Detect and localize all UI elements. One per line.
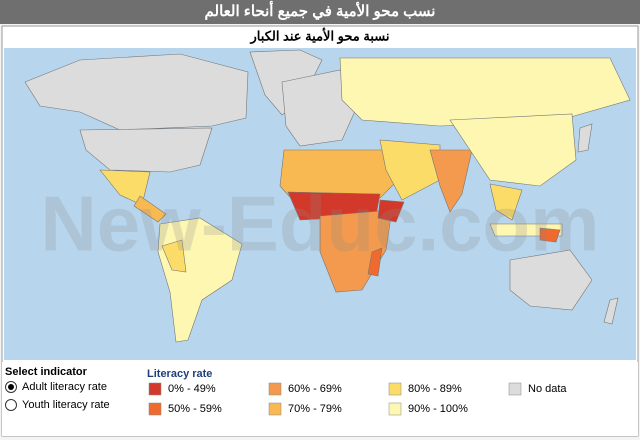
legend-swatch xyxy=(388,382,402,396)
radio-option[interactable]: Adult literacy rate xyxy=(5,381,107,393)
radio-option[interactable]: Youth literacy rate xyxy=(5,399,110,411)
south-asia xyxy=(429,149,473,213)
ethiopia xyxy=(377,199,405,223)
header-title: نسب محو الأمية في جميع أنحاء العالم xyxy=(205,0,436,21)
legend-label: 70% - 79% xyxy=(288,403,342,415)
continents xyxy=(24,49,631,343)
header-bar xyxy=(0,0,640,24)
papua xyxy=(539,227,561,243)
legend-label: 60% - 69% xyxy=(288,383,342,395)
legend-swatch xyxy=(388,402,402,416)
watermark: New-Educ.com xyxy=(40,180,599,268)
australia xyxy=(509,249,593,311)
indicator-label: Select indicator xyxy=(5,366,88,378)
east-asia xyxy=(449,113,577,187)
legend-label: 0% - 49% xyxy=(168,383,216,395)
usa xyxy=(79,127,213,173)
radio-label[interactable]: Youth literacy rate xyxy=(22,399,110,411)
legend-label: 80% - 89% xyxy=(408,383,462,395)
legend-swatch xyxy=(268,382,282,396)
legend-swatch xyxy=(148,382,162,396)
legend-title: Literacy rate xyxy=(147,368,212,380)
andes xyxy=(161,239,187,273)
legend-label: 90% - 100% xyxy=(408,403,468,415)
legend-swatch xyxy=(148,402,162,416)
madagascar xyxy=(367,247,383,277)
legend-swatch xyxy=(508,382,522,396)
new-zealand xyxy=(603,297,619,325)
control-panel xyxy=(2,362,638,436)
legend-label: 50% - 59% xyxy=(168,403,222,415)
europe xyxy=(281,69,361,147)
radio-label[interactable]: Adult literacy rate xyxy=(22,381,107,393)
canada xyxy=(24,53,249,131)
legend: 0% - 49% 50% - 59% 60% - 69% 70% - 79% 80% -… xyxy=(148,382,567,416)
radio-dot xyxy=(8,384,14,390)
legend-label: No data xyxy=(528,383,567,395)
central-america xyxy=(133,195,167,223)
indicator-options: Adult literacy rate Youth literacy rate xyxy=(5,381,110,411)
southeast-asia xyxy=(489,183,523,221)
middle-east xyxy=(379,139,441,201)
map-title: نسبة محو الأمية عند الكبار xyxy=(250,27,390,44)
legend-swatch xyxy=(268,402,282,416)
japan xyxy=(577,123,593,153)
radio-button[interactable] xyxy=(5,399,17,411)
